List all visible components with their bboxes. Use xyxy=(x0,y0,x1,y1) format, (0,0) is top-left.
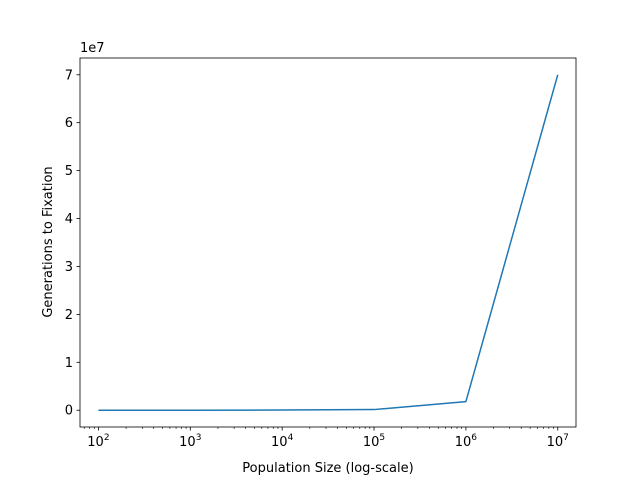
y-tick-label: 5 xyxy=(65,164,73,179)
x-tick-label: 106 xyxy=(455,433,478,450)
y-axis-label: Generations to Fixation xyxy=(41,166,56,317)
y-tick-label: 7 xyxy=(65,68,73,83)
y-tick-label: 6 xyxy=(65,116,73,131)
x-tick-label: 102 xyxy=(87,433,109,450)
plot-frame xyxy=(79,57,577,428)
x-axis-label: Population Size (log-scale) xyxy=(242,461,413,476)
x-tick-label: 105 xyxy=(363,433,385,450)
x-tick-label: 104 xyxy=(271,433,294,450)
y-axis-ticks: 0 1 2 3 4 5 6 7 xyxy=(65,68,80,419)
series-line xyxy=(98,74,559,411)
y-offset-label: 1e7 xyxy=(80,41,105,56)
y-tick-label: 1 xyxy=(65,356,73,371)
x-axis-ticks: 102 103 104 105 106 107 xyxy=(83,427,569,450)
y-tick-label: 4 xyxy=(65,212,73,227)
plot-area xyxy=(80,58,576,427)
y-tick-label: 0 xyxy=(65,404,73,419)
x-tick-label: 107 xyxy=(547,433,569,450)
y-tick-label: 3 xyxy=(65,260,73,275)
y-tick-label: 2 xyxy=(65,308,73,323)
x-tick-label: 103 xyxy=(179,433,201,450)
